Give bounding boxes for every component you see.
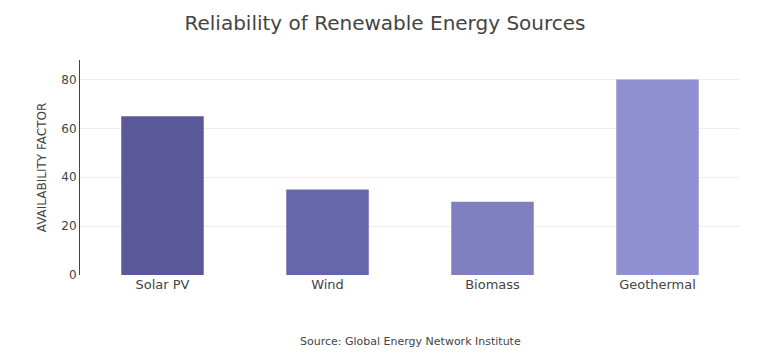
svg-text:Reliability of Renewable Energ: Reliability of Renewable Energy Sources: [184, 11, 585, 35]
svg-text:0: 0: [69, 268, 77, 282]
svg-text:AVAILABILITY FACTOR: AVAILABILITY FACTOR: [35, 103, 49, 233]
svg-text:Solar PV: Solar PV: [136, 277, 190, 292]
svg-text:40: 40: [61, 170, 76, 184]
svg-text:60: 60: [61, 122, 76, 136]
svg-text:Wind: Wind: [311, 277, 344, 292]
svg-text:20: 20: [61, 219, 76, 233]
svg-text:80: 80: [61, 73, 76, 87]
svg-text:Source: Global Energy Network: Source: Global Energy Network Institute: [300, 335, 521, 348]
svg-text:Geothermal: Geothermal: [619, 277, 696, 292]
svg-text:Biomass: Biomass: [465, 277, 520, 292]
